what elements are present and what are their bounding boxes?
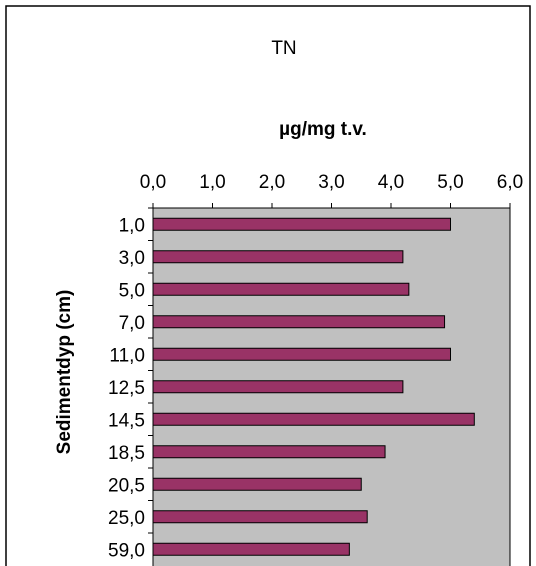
- chart-title: TN: [271, 38, 296, 59]
- bar: [152, 380, 404, 394]
- y-tick-label: 12,5: [108, 378, 145, 399]
- y-tick-label: 3,0: [119, 248, 145, 269]
- y-tick-label: 5,0: [119, 280, 145, 301]
- y-tick-label: 25,0: [108, 508, 145, 529]
- y-tick-label: 59,0: [108, 540, 145, 561]
- y-tick-label: 7,0: [119, 313, 145, 334]
- y-tick-label: 20,5: [108, 475, 145, 496]
- bar: [152, 315, 446, 329]
- x-tick-label: 2,0: [259, 172, 285, 193]
- x-axis-label: µg/mg t.v.: [279, 119, 367, 140]
- bar: [152, 510, 368, 524]
- x-tick-label: 6,0: [497, 172, 523, 193]
- y-tick-label: 14,5: [108, 410, 145, 431]
- bar-series: [152, 217, 475, 556]
- y-tick-label: 11,0: [109, 345, 145, 366]
- bar: [152, 250, 404, 264]
- x-axis: 0,0 1,0 2,0 3,0 4,0 5,0 6,0: [140, 172, 523, 209]
- x-tick-label: 5,0: [437, 172, 463, 193]
- x-tick-label: 4,0: [378, 172, 404, 193]
- y-axis-label: Sedimentdyp (cm): [54, 290, 75, 455]
- x-tick-label: 0,0: [140, 172, 166, 193]
- bar: [152, 445, 386, 459]
- x-tick-label: 3,0: [318, 172, 344, 193]
- y-tick-label: 1,0: [119, 215, 145, 236]
- bar: [152, 542, 350, 556]
- bar: [152, 477, 362, 491]
- y-tick-label: 18,5: [108, 443, 145, 464]
- bar: [152, 347, 451, 361]
- bar: [152, 412, 475, 426]
- bar: [152, 282, 410, 296]
- y-axis: 1,0 3,0 5,0 7,0 11,0 12,5 14,5 18,5 20,5 25,0 59,0: [108, 207, 154, 566]
- bar: [152, 217, 451, 231]
- x-tick-label: 1,0: [199, 172, 225, 193]
